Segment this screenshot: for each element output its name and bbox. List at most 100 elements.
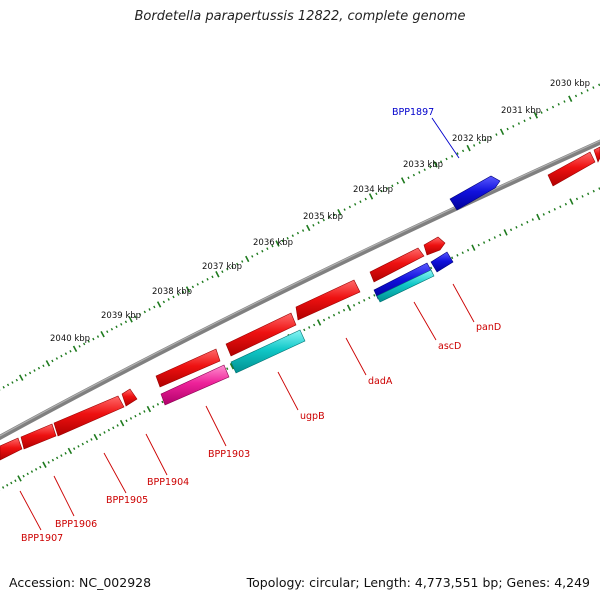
scale-label-2040: 2040 kbp	[50, 334, 90, 344]
outer-ring-minor-tick	[87, 340, 90, 343]
outer-ring-minor-tick	[327, 216, 331, 219]
gene-label-bpp1897[interactable]: BPP1897	[392, 107, 434, 118]
inner-ring-minor-tick	[313, 323, 316, 327]
inner-ring-minor-tick	[34, 468, 38, 471]
leader-ascd	[413, 301, 437, 341]
gene-label-bpp1907[interactable]: BPP1907	[21, 533, 63, 544]
outer-ring-major-tick	[499, 128, 505, 136]
outer-ring-minor-tick	[206, 278, 209, 281]
gene-label-ugpb[interactable]: ugpB	[300, 411, 325, 422]
outer-ring-minor-tick	[167, 298, 170, 301]
inner-ring-minor-tick	[77, 445, 80, 448]
inner-ring-major-tick	[471, 244, 476, 251]
inner-ring-minor-tick	[553, 208, 556, 211]
outer-ring-minor-tick	[563, 100, 566, 103]
outer-ring-minor-tick	[256, 252, 259, 256]
outer-ring-minor-tick	[42, 364, 45, 368]
outer-ring-minor-tick	[211, 275, 214, 279]
gene-arrow-right-edge[interactable]	[547, 151, 596, 187]
inner-ring-minor-tick	[482, 241, 486, 244]
inner-ring-minor-tick	[98, 433, 102, 437]
outer-ring-minor-tick	[343, 208, 346, 211]
inner-ring-minor-tick	[342, 308, 346, 312]
inner-ring-minor-tick	[47, 461, 50, 464]
outer-ring-minor-tick	[37, 366, 41, 370]
gene-arrow-pand-blue[interactable]	[430, 251, 454, 273]
inner-ring-minor-tick	[161, 400, 164, 404]
gene-arrow-bpp1903-red[interactable]	[155, 348, 221, 388]
inner-ring-minor-tick	[73, 447, 76, 450]
outer-ring-minor-tick	[418, 171, 421, 174]
outer-ring-minor-tick	[580, 91, 583, 95]
outer-ring-minor-tick	[55, 357, 59, 360]
gene-arrow-edge-small[interactable]	[593, 146, 600, 163]
outer-ring-major-tick	[568, 95, 573, 102]
gene-arrow-ascd-cyan[interactable]	[376, 269, 435, 303]
reverse-strand-genes-row2	[160, 251, 454, 406]
gene-label-ascd[interactable]: ascD	[438, 341, 461, 352]
inner-ring-minor-tick	[509, 228, 513, 232]
outer-ring-minor-tick	[78, 345, 81, 348]
inner-ring-minor-tick	[332, 313, 336, 317]
outer-ring-minor-tick	[489, 135, 492, 139]
outer-ring-minor-tick	[364, 197, 367, 201]
outer-ring-minor-tick	[423, 168, 426, 172]
inner-ring-minor-tick	[81, 442, 84, 446]
scale-label-2037: 2037 kbp	[202, 262, 242, 272]
inner-ring-minor-tick	[520, 223, 523, 227]
leader-pand	[452, 283, 475, 323]
gene-label-pand[interactable]: panD	[476, 322, 501, 333]
outer-ring-minor-tick	[153, 305, 156, 309]
leader-bpp1906	[53, 475, 75, 517]
gene-arrow-ascd-red[interactable]	[369, 247, 425, 283]
outer-ring-minor-tick	[375, 192, 378, 196]
gene-arrow-bpp1904[interactable]	[121, 388, 138, 407]
inner-ring-minor-tick	[581, 195, 584, 198]
outer-ring-minor-tick	[412, 173, 416, 177]
inner-ring-minor-tick	[39, 465, 42, 469]
gene-label-bpp1906[interactable]: BPP1906	[55, 519, 97, 530]
inner-ring-minor-tick	[564, 202, 567, 206]
gene-arrow-bpp1903-pink[interactable]	[160, 364, 230, 406]
inner-ring-minor-tick	[488, 238, 491, 242]
outer-ring-minor-tick	[461, 149, 465, 153]
inner-ring-minor-tick	[303, 328, 306, 332]
outer-ring-major-tick	[400, 177, 406, 184]
gene-label-bpp1903[interactable]: BPP1903	[208, 449, 250, 460]
outer-ring-major-tick	[245, 255, 250, 263]
outer-ring-minor-tick	[557, 102, 560, 106]
inner-ring-minor-tick	[64, 451, 67, 455]
inner-ring-minor-tick	[559, 205, 562, 209]
gene-arrow-bpp1907[interactable]	[0, 437, 23, 461]
gene-label-dada[interactable]: dadA	[368, 376, 393, 387]
accession-text: Accession: NC_002928	[9, 575, 152, 590]
inner-ring-major-tick	[17, 475, 22, 482]
gene-arrow-dada[interactable]	[295, 279, 361, 321]
gene-arrow-bpp1906[interactable]	[20, 423, 57, 450]
gene-arrow-ugpb-red[interactable]	[225, 312, 297, 357]
outer-ring-minor-tick	[523, 119, 526, 123]
outer-ring-minor-tick	[191, 285, 195, 289]
outer-ring-minor-tick	[586, 89, 589, 92]
outer-ring-minor-tick	[69, 349, 72, 353]
outer-ring-minor-tick	[106, 330, 109, 334]
outer-ring-minor-tick	[512, 125, 515, 128]
gene-label-bpp1905[interactable]: BPP1905	[106, 495, 148, 506]
outer-ring-minor-tick	[177, 293, 180, 296]
inner-ring-major-tick	[569, 198, 574, 205]
outer-ring-minor-tick	[385, 187, 389, 190]
gene-arrow-pand[interactable]	[423, 236, 446, 256]
gene-arrow-ugpb-cyan[interactable]	[230, 329, 306, 374]
gene-arrow-bpp1897[interactable]	[449, 175, 501, 211]
leader-bpp1897	[431, 117, 460, 159]
inner-ring-minor-tick	[107, 428, 111, 432]
inner-ring-minor-tick	[30, 470, 34, 473]
inner-ring-major-tick	[316, 319, 322, 326]
inner-ring-minor-tick	[226, 367, 229, 370]
leader-dada	[345, 337, 367, 376]
scale-label-2031: 2031 kbp	[501, 106, 541, 116]
gene-arrow-bpp1905[interactable]	[53, 395, 125, 437]
outer-ring-minor-tick	[450, 154, 454, 158]
gene-label-bpp1904[interactable]: BPP1904	[147, 477, 189, 488]
leader-bpp1905	[103, 452, 127, 494]
